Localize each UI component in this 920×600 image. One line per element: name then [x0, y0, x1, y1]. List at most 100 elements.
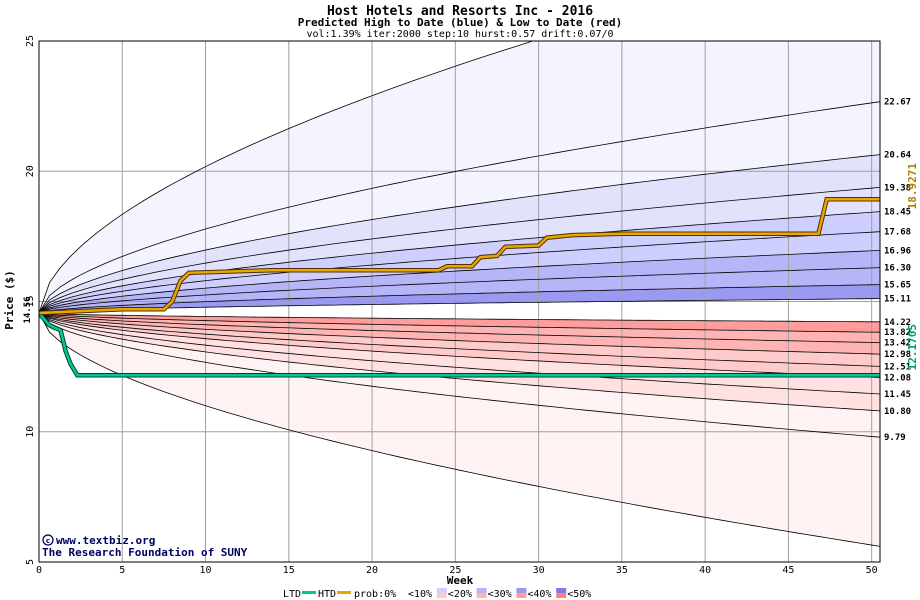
x-tick-label: 50 — [866, 565, 878, 576]
end-level-label: 13.42 — [884, 339, 911, 349]
chart-params: vol:1.39% iter:2000 step:10 hurst:0.57 d… — [306, 29, 613, 40]
legend-band-label: <30% — [488, 589, 512, 600]
low-band — [39, 313, 880, 411]
legend: LTD HTD prob:0% <10% <20% <30% <40% <50% — [283, 588, 591, 600]
high-band — [39, 267, 880, 313]
level-curve — [39, 312, 880, 323]
legend-band-swatch — [397, 588, 407, 598]
credit: c www.textbiz.org The Research Foundatio… — [42, 534, 248, 559]
end-level-label: 18.45 — [884, 208, 911, 218]
low-band — [39, 313, 880, 378]
legend-htd-label: HTD — [318, 589, 336, 600]
end-level-label: 22.67 — [884, 98, 911, 108]
end-level-label: 16.96 — [884, 246, 911, 256]
level-curve — [39, 267, 880, 314]
y-tick-label: 15 — [25, 295, 36, 307]
legend-band-label: <50% — [567, 589, 591, 600]
x-tick-label: 5 — [119, 565, 125, 576]
legend-band-label: <10% — [408, 589, 432, 600]
low-band — [39, 313, 880, 547]
legend-band: <40% — [516, 588, 551, 600]
end-level-label: 10.80 — [884, 407, 911, 417]
level-curve — [39, 312, 880, 355]
legend-band-swatch-high — [556, 588, 567, 593]
high-band — [39, 154, 880, 313]
legend-band-swatch-low — [556, 593, 567, 598]
legend-band-swatch-high — [516, 588, 527, 593]
level-curve — [39, 312, 880, 395]
plot-area — [38, 40, 881, 563]
level-curve — [39, 298, 880, 314]
end-level-label: 14.22 — [884, 318, 911, 328]
high-band — [39, 231, 880, 313]
y-axis-label: Price ($) — [3, 270, 16, 330]
ltd-line — [39, 312, 880, 377]
legend-htd-swatch — [337, 591, 351, 594]
level-curve — [39, 250, 880, 314]
x-tick-label: 30 — [533, 565, 545, 576]
legend-band-swatch-low — [476, 593, 487, 598]
high-band — [39, 187, 880, 313]
end-level-label: 17.68 — [884, 228, 911, 238]
legend-band: <20% — [436, 588, 472, 600]
start-price-label: 14.56 — [23, 296, 33, 323]
legend-band-swatch-high — [436, 588, 447, 593]
end-level-label: 12.98 — [884, 350, 911, 360]
copyright-icon-glyph: c — [46, 537, 50, 545]
level-curve — [39, 312, 880, 367]
high-band — [39, 211, 880, 313]
credit-organization: The Research Foundation of SUNY — [42, 546, 248, 559]
low-band — [39, 313, 880, 355]
x-tick-label: 0 — [36, 565, 42, 576]
legend-band: <30% — [476, 588, 512, 600]
x-axis-label: Week — [447, 574, 474, 587]
end-level-label: 16.30 — [884, 264, 911, 274]
htd-current-label: 18.9271 — [906, 163, 919, 210]
level-curve — [39, 101, 880, 314]
high-band — [39, 41, 880, 313]
level-curve — [39, 312, 880, 344]
end-level-label: 20.64 — [884, 151, 912, 161]
htd-line — [39, 197, 880, 315]
legend-band-swatch-low — [516, 593, 527, 598]
high-band — [39, 284, 880, 313]
low-band — [39, 313, 880, 367]
credit-website: www.textbiz.org — [56, 534, 155, 547]
low-band — [39, 313, 880, 343]
legend-band-swatch-low — [436, 593, 447, 598]
level-labels: 22.67 20.64 19.38 18.45 17.68 16.96 16.30 15.65… — [884, 98, 912, 444]
ltd-current-label: 12.1705 — [906, 324, 919, 370]
level-curve — [39, 312, 880, 412]
end-level-label: 13.82 — [884, 328, 911, 338]
high-band — [39, 250, 880, 313]
low-band — [39, 313, 880, 438]
legend-band: <50% — [556, 588, 591, 600]
end-level-label: 12.51 — [884, 362, 911, 372]
legend-ltd-swatch — [302, 591, 316, 594]
plot-content — [39, 41, 880, 562]
level-curve — [39, 312, 880, 547]
chart-subtitle: Predicted High to Date (blue) & Low to D… — [298, 16, 623, 29]
level-curve — [39, 284, 880, 314]
high-band — [39, 101, 880, 313]
end-level-label: 15.11 — [884, 295, 911, 305]
x-tick-label: 35 — [616, 565, 628, 576]
level-curve — [39, 187, 880, 314]
center-band — [39, 298, 880, 322]
legend-band-swatch-high — [476, 588, 487, 593]
legend-prob-label: prob:0% — [354, 589, 396, 600]
y-tick-label: 25 — [25, 35, 36, 47]
level-curve — [39, 211, 880, 314]
y-tick-label: 10 — [25, 426, 36, 438]
level-curve — [39, 312, 880, 378]
legend-band: <10% — [397, 588, 432, 600]
x-tick-label: 10 — [200, 565, 212, 576]
x-tick-label: 40 — [699, 565, 711, 576]
x-tick-label: 45 — [782, 565, 794, 576]
x-tick-label: 20 — [366, 565, 378, 576]
end-level-label: 11.45 — [884, 390, 911, 400]
legend-ltd-label: LTD — [283, 589, 301, 600]
y-tick-label: 20 — [25, 165, 36, 177]
